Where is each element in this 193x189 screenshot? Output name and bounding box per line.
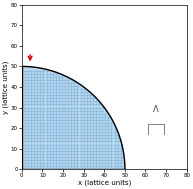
Y-axis label: y (lattice units): y (lattice units)	[3, 60, 9, 114]
Text: $\Lambda$: $\Lambda$	[152, 103, 160, 114]
Polygon shape	[22, 66, 125, 169]
X-axis label: x (lattice units): x (lattice units)	[78, 180, 131, 186]
